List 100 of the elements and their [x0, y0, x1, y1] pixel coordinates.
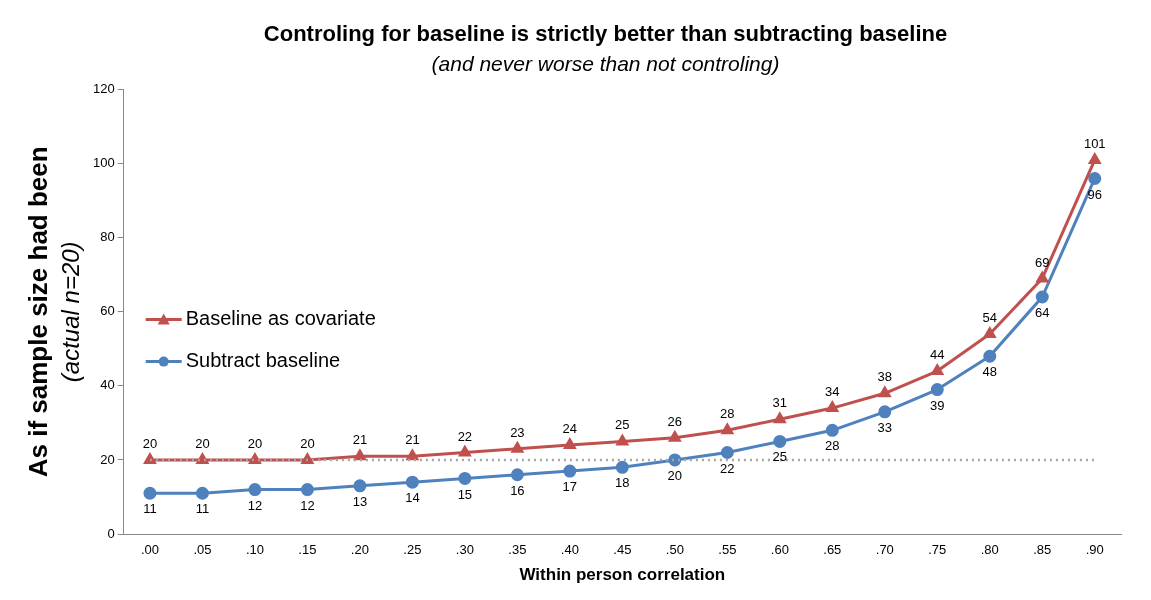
data-label: 15 [457, 486, 473, 502]
chart-subtitle: (and never worse than not controling) [431, 51, 780, 75]
point [616, 434, 629, 446]
data-label: 11 [143, 501, 157, 517]
y-tick-label: 120 [92, 81, 115, 97]
data-label: 20 [142, 436, 158, 452]
y-tick-label: 60 [100, 303, 115, 319]
x-tick-label: .40 [560, 542, 579, 558]
data-label: 25 [615, 417, 630, 433]
y-tick-label: 80 [100, 229, 115, 245]
point [983, 327, 996, 339]
y-tick-label: 20 [100, 451, 115, 467]
x-tick-label: .70 [875, 542, 894, 558]
point [563, 464, 577, 478]
data-label: 69 [1035, 254, 1050, 270]
point [564, 438, 576, 450]
point [195, 486, 209, 500]
point [510, 468, 524, 482]
point [1088, 153, 1101, 164]
point [773, 434, 787, 448]
data-label: 26 [667, 413, 683, 429]
x-tick-label: .80 [980, 542, 999, 558]
data-label: 14 [405, 490, 420, 506]
data-label: 12 [247, 497, 263, 513]
x-tick-label: .05 [193, 542, 212, 558]
x-tick-label: .50 [665, 542, 684, 558]
data-label: 20 [247, 436, 263, 452]
data-label: 44 [930, 347, 945, 363]
data-label: 20 [195, 436, 210, 452]
point [983, 349, 997, 363]
legend-label: Baseline as covariate [185, 307, 376, 330]
point [458, 471, 472, 485]
x-tick-label: .25 [403, 542, 422, 558]
point [405, 475, 419, 489]
data-label: 21 [405, 432, 420, 448]
point [825, 423, 839, 437]
data-label: 17 [562, 479, 578, 495]
x-tick-label: .35 [508, 542, 527, 558]
point [1035, 290, 1049, 304]
x-tick-label: .30 [455, 542, 474, 558]
x-tick-label: .60 [770, 542, 789, 558]
x-tick-label: .55 [718, 542, 737, 558]
data-label: 12 [300, 497, 315, 513]
data-label: 54 [982, 310, 998, 326]
x-tick-label: .65 [823, 542, 842, 558]
point [615, 460, 629, 474]
x-tick-label: .85 [1033, 542, 1052, 558]
point [878, 386, 891, 398]
point [930, 383, 944, 397]
x-tick-label: .15 [298, 542, 317, 558]
point [1088, 171, 1102, 185]
data-label: 48 [982, 364, 998, 380]
data-label: 101 [1083, 136, 1106, 152]
y-axis-title: As if sample size had been (actual n=20) [23, 146, 84, 478]
data-label: 16 [510, 482, 525, 498]
point [143, 486, 157, 500]
data-label: 23 [510, 424, 525, 440]
x-tick-label: .90 [1085, 542, 1104, 558]
data-label: 28 [825, 438, 840, 454]
point [826, 401, 839, 413]
data-label: 38 [877, 369, 893, 385]
point [300, 483, 314, 497]
x-tick-label: .75 [928, 542, 947, 558]
data-label: 31 [772, 395, 788, 411]
point [878, 405, 892, 419]
data-label: 33 [877, 419, 893, 435]
point [720, 446, 734, 460]
point [248, 483, 262, 497]
point [354, 449, 366, 461]
x-tick-label: .00 [140, 542, 159, 558]
x-tick-label: .10 [245, 542, 264, 558]
y-tick-label: 100 [92, 155, 115, 171]
point [406, 449, 419, 461]
data-label: 24 [562, 421, 578, 437]
x-tick-label: .20 [350, 542, 369, 558]
x-axis-title: Within person correlation [519, 565, 726, 585]
data-label: 22 [457, 428, 473, 444]
data-label: 13 [352, 493, 368, 509]
y-tick-label: 40 [100, 377, 115, 393]
data-label: 28 [720, 406, 735, 422]
data-label: 22 [720, 460, 735, 476]
data-label: 34 [825, 384, 840, 400]
data-label: 25 [772, 449, 788, 465]
point [1036, 271, 1049, 283]
point [353, 479, 367, 493]
chart-title: Controling for baseline is strictly better than subtracting baseline [263, 21, 948, 47]
point [721, 423, 734, 435]
data-label: 20 [300, 436, 315, 452]
data-label: 11 [195, 501, 210, 517]
data-label: 18 [615, 475, 630, 491]
y-tick-label: 0 [107, 525, 115, 541]
data-label: 64 [1035, 305, 1050, 321]
point [773, 412, 786, 424]
data-label: 20 [667, 468, 683, 484]
point [931, 364, 944, 376]
data-label: 39 [930, 397, 945, 413]
data-label: 21 [352, 432, 368, 448]
data-label: 96 [1087, 186, 1102, 202]
x-tick-label: .45 [613, 542, 632, 558]
legend-label: Subtract baseline [185, 349, 341, 372]
